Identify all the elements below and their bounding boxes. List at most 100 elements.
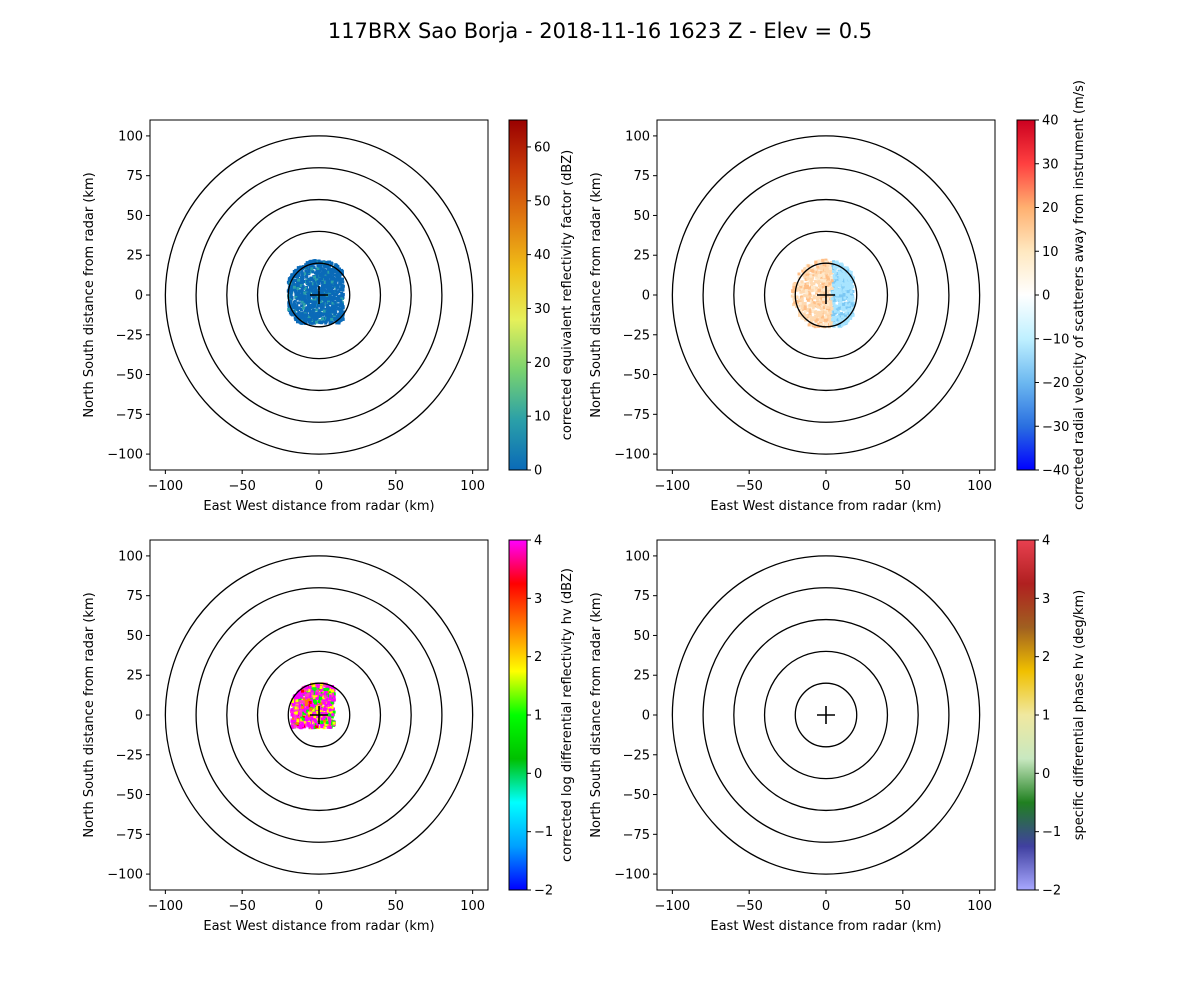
y-tick-label: −100 xyxy=(107,448,143,463)
y-tick-label: 50 xyxy=(633,629,650,644)
colorbar-tick-label: −30 xyxy=(1042,420,1069,435)
y-tick-label: −50 xyxy=(116,788,143,803)
colorbar-tick-label: 10 xyxy=(534,410,551,425)
y-tick-label: 100 xyxy=(625,549,650,564)
x-axis-label: East West distance from radar (km) xyxy=(710,919,941,934)
radar-echo xyxy=(790,258,855,329)
x-axis-label: East West distance from radar (km) xyxy=(203,919,434,934)
x-tick-label: 0 xyxy=(315,479,323,494)
y-tick-label: −75 xyxy=(623,828,650,843)
y-tick-label: 75 xyxy=(126,589,143,604)
x-axis-label: East West distance from radar (km) xyxy=(203,499,434,514)
colorbar-tick-label: −1 xyxy=(534,825,553,840)
y-tick-label: 100 xyxy=(118,549,143,564)
x-tick-label: 50 xyxy=(388,899,405,914)
x-tick-label: −50 xyxy=(228,899,255,914)
y-tick-label: 25 xyxy=(126,249,143,264)
range-ring-60km xyxy=(733,198,919,392)
x-tick-label: 50 xyxy=(895,479,912,494)
panel-top-right: −100 −50 0 50 100−100−75−50−250255075100East… xyxy=(589,80,1087,514)
panel-bottom-left: −100 −50 0 50 100 −100 −75 −50 −25 0 25 50 75 100 East… xyxy=(82,534,575,935)
colorbar-tick-label: 0 xyxy=(1042,767,1050,782)
range-ring-60km xyxy=(226,618,412,812)
y-tick-label: −75 xyxy=(623,408,650,423)
colorbar-tick-label: 20 xyxy=(1042,201,1059,216)
y-tick-label: −25 xyxy=(623,748,650,763)
colorbar-tick-label: 0 xyxy=(1042,289,1050,304)
y-tick-label: 100 xyxy=(625,129,650,144)
colorbar xyxy=(1016,539,1036,891)
colorbar-tick-label: 30 xyxy=(1042,157,1059,172)
x-tick-label: 50 xyxy=(388,479,405,494)
colorbar-tick-label: 4 xyxy=(534,534,542,549)
y-tick-label: 75 xyxy=(126,169,143,184)
y-tick-label: 50 xyxy=(633,209,650,224)
colorbar-tick-label: −10 xyxy=(1042,332,1069,347)
y-tick-label: −100 xyxy=(614,868,650,883)
colorbar-tick-label: 10 xyxy=(1042,245,1059,260)
x-tick-label: −50 xyxy=(735,479,762,494)
colorbar-tick-label: 2 xyxy=(534,650,542,665)
y-tick-label: 25 xyxy=(633,249,650,264)
range-ring-60km xyxy=(733,618,919,812)
range-ring-100km xyxy=(671,555,981,875)
y-tick-label: −25 xyxy=(116,328,143,343)
colorbar xyxy=(508,539,528,891)
colorbar-tick-label: 3 xyxy=(534,592,542,607)
x-tick-label: −100 xyxy=(148,479,184,494)
x-tick-label: 0 xyxy=(315,899,323,914)
y-tick-label: −75 xyxy=(116,828,143,843)
colorbar-label: corrected equivalent reflectivity factor… xyxy=(560,150,575,441)
panel-bottom-right: −100 −50 0 50 100 −100 −75 −50 −25 0 25 50 75 100 East… xyxy=(589,534,1087,935)
colorbar-tick-label: 0 xyxy=(534,767,542,782)
range-ring-80km xyxy=(195,587,443,843)
colorbar-label: specific differential phase hv (deg/km) xyxy=(1072,590,1087,840)
range-ring-80km xyxy=(195,167,443,423)
x-tick-label: 0 xyxy=(822,479,830,494)
x-tick-label: 0 xyxy=(822,899,830,914)
y-axis-label: North South distance from radar (km) xyxy=(82,172,97,417)
range-ring-100km xyxy=(164,555,474,875)
colorbar-tick-label: 40 xyxy=(534,248,551,263)
y-axis-label: North South distance from radar (km) xyxy=(589,172,604,417)
y-tick-label: 50 xyxy=(126,629,143,644)
colorbar-tick-label: 20 xyxy=(534,356,551,371)
x-tick-label: 50 xyxy=(895,899,912,914)
y-tick-label: 0 xyxy=(135,709,143,724)
colorbar-tick-label: −20 xyxy=(1042,376,1069,391)
y-tick-label: 25 xyxy=(633,669,650,684)
y-tick-label: −25 xyxy=(116,748,143,763)
colorbar-tick-label: 30 xyxy=(534,302,551,317)
range-ring-100km xyxy=(164,135,474,455)
y-tick-label: 75 xyxy=(633,589,650,604)
colorbar-tick-label: 3 xyxy=(1042,592,1050,607)
colorbar-tick-label: 1 xyxy=(1042,709,1050,724)
colorbar-label: corrected log differential reflectivity … xyxy=(560,568,575,862)
x-tick-label: −100 xyxy=(655,479,691,494)
range-ring-40km xyxy=(256,650,382,780)
range-ring-20km xyxy=(794,262,858,328)
range-ring-80km xyxy=(702,587,950,843)
x-tick-label: −100 xyxy=(148,899,184,914)
range-ring-40km xyxy=(763,230,889,360)
y-tick-label: 100 xyxy=(118,129,143,144)
colorbar-tick-label: −2 xyxy=(534,884,553,899)
range-ring-20km xyxy=(287,682,351,748)
range-ring-60km xyxy=(226,198,412,392)
colorbar-tick-label: −1 xyxy=(1042,825,1061,840)
y-tick-label: −50 xyxy=(623,788,650,803)
y-tick-label: −25 xyxy=(623,328,650,343)
x-tick-label: 100 xyxy=(967,479,992,494)
range-ring-40km xyxy=(763,650,889,780)
colorbar-tick-label: 0 xyxy=(534,464,542,479)
x-tick-label: −50 xyxy=(228,479,255,494)
range-ring-20km xyxy=(794,682,858,748)
y-tick-label: −75 xyxy=(116,408,143,423)
colorbar-tick-label: 4 xyxy=(1042,534,1050,549)
y-tick-label: −50 xyxy=(623,368,650,383)
colorbar-tick-label: 50 xyxy=(534,194,551,209)
x-axis-label: East West distance from radar (km) xyxy=(710,499,941,514)
y-tick-label: 0 xyxy=(642,289,650,304)
colorbar-tick-label: −40 xyxy=(1042,464,1069,479)
